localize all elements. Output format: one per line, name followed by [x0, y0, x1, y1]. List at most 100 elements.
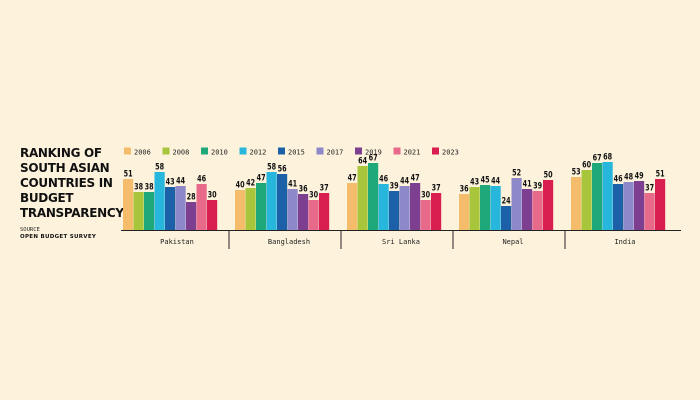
- chart-title-line-2: SOUTH ASIAN: [20, 161, 110, 175]
- value-label: 68: [603, 153, 612, 163]
- legend-swatch-2015: [278, 147, 285, 155]
- value-label: 41: [523, 180, 532, 190]
- bar-bangladesh-2015: [277, 174, 288, 230]
- bar-bangladesh-2010: [256, 183, 267, 230]
- value-label: 53: [572, 168, 581, 178]
- bar-sri-lanka-2006: [347, 183, 358, 230]
- category-label-sri-lanka: Sri Lanka: [382, 238, 420, 246]
- value-label: 24: [502, 197, 511, 207]
- value-label: 67: [593, 154, 602, 164]
- value-label: 37: [645, 184, 654, 194]
- bar-india-2008: [581, 170, 592, 230]
- bar-nepal-2015: [501, 206, 512, 230]
- source-label: SOURCE: [20, 227, 40, 233]
- category-label-pakistan: Pakistan: [160, 238, 194, 246]
- value-label: 44: [176, 177, 185, 187]
- value-label: 36: [460, 185, 469, 195]
- legend-swatch-2006: [124, 147, 131, 155]
- bar-sri-lanka-2019: [410, 183, 421, 230]
- value-label: 52: [512, 169, 521, 179]
- bar-sri-lanka-2015: [389, 191, 400, 230]
- bar-india-2017: [623, 182, 634, 230]
- legend-label-2010: 2010: [211, 149, 228, 157]
- bar-sri-lanka-2021: [420, 200, 431, 230]
- bar-bangladesh-2006: [235, 190, 246, 230]
- value-label: 43: [470, 178, 479, 188]
- bar-sri-lanka-2008: [357, 166, 368, 230]
- value-label: 42: [246, 179, 255, 189]
- source-value: OPEN BUDGET SURVEY: [20, 234, 97, 240]
- bar-nepal-2006: [459, 194, 470, 230]
- value-label: 60: [582, 161, 591, 171]
- bar-pakistan-2015: [165, 187, 176, 230]
- legend-swatch-2023: [432, 147, 439, 155]
- bar-pakistan-2017: [175, 186, 186, 230]
- bar-bangladesh-2023: [319, 193, 330, 230]
- bar-nepal-2010: [480, 185, 491, 230]
- value-label: 38: [145, 183, 154, 193]
- value-label: 39: [390, 182, 399, 192]
- value-label: 58: [267, 163, 276, 173]
- category-label-india: India: [614, 238, 635, 246]
- bar-pakistan-2019: [186, 202, 197, 230]
- bar-bangladesh-2019: [298, 194, 309, 230]
- value-label: 30: [421, 191, 430, 201]
- value-label: 48: [624, 173, 633, 183]
- value-label: 46: [614, 175, 623, 185]
- chart-title-line-4: BUDGET: [20, 191, 74, 205]
- value-label: 45: [481, 176, 490, 186]
- value-label: 44: [400, 177, 409, 187]
- category-label-nepal: Nepal: [502, 238, 523, 246]
- value-label: 51: [656, 170, 665, 180]
- value-label: 44: [491, 177, 500, 187]
- bar-india-2021: [644, 193, 655, 230]
- bar-india-2010: [592, 163, 603, 230]
- value-label: 64: [358, 157, 367, 167]
- legend-swatch-2012: [239, 147, 247, 155]
- value-label: 41: [288, 180, 297, 190]
- chart-title-line-5: TRANSPARENCY: [20, 206, 124, 220]
- legend-swatch-2021: [393, 147, 401, 155]
- bar-sri-lanka-2023: [431, 193, 442, 230]
- bar-nepal-2008: [469, 187, 480, 230]
- value-label: 47: [411, 174, 420, 184]
- value-label: 49: [635, 172, 644, 182]
- legend-label-2017: 2017: [327, 149, 344, 157]
- title-block: RANKING OF SOUTH ASIAN COUNTRIES IN BUDG…: [20, 146, 124, 241]
- chart-title-line-3: COUNTRIES IN: [20, 176, 113, 190]
- legend-swatch-2010: [201, 147, 208, 155]
- legend-swatch-2008: [162, 147, 170, 155]
- value-label: 46: [197, 175, 206, 185]
- bar-sri-lanka-2017: [399, 186, 410, 230]
- value-label: 50: [544, 171, 553, 181]
- legend-label-2006: 2006: [134, 149, 151, 157]
- value-label: 37: [320, 184, 329, 194]
- value-label: 56: [278, 165, 287, 175]
- value-label: 37: [432, 184, 441, 194]
- value-label: 43: [166, 178, 175, 188]
- legend-label-2023: 2023: [442, 149, 459, 157]
- legend-label-2015: 2015: [288, 149, 305, 157]
- value-label: 38: [134, 183, 143, 193]
- value-label: 46: [379, 175, 388, 185]
- legend-swatch-2017: [316, 147, 324, 155]
- value-label: 40: [236, 181, 245, 191]
- value-label: 58: [155, 163, 164, 173]
- value-label: 30: [309, 191, 318, 201]
- bar-pakistan-2012: [154, 172, 165, 230]
- value-label: 30: [208, 191, 217, 201]
- bar-nepal-2021: [532, 191, 543, 230]
- bar-nepal-2017: [511, 178, 522, 230]
- bar-bangladesh-2008: [245, 188, 256, 230]
- legend-label-2012: 2012: [250, 149, 267, 157]
- bar-nepal-2023: [543, 180, 554, 230]
- bar-india-2006: [571, 177, 582, 230]
- bar-india-2019: [634, 181, 645, 230]
- bar-pakistan-2010: [144, 192, 155, 230]
- legend-label-2019: 2019: [365, 149, 382, 157]
- bar-pakistan-2008: [133, 192, 144, 230]
- bar-bangladesh-2017: [287, 189, 298, 230]
- legend-label-2008: 2008: [173, 149, 190, 157]
- legend-label-2021: 2021: [404, 149, 421, 157]
